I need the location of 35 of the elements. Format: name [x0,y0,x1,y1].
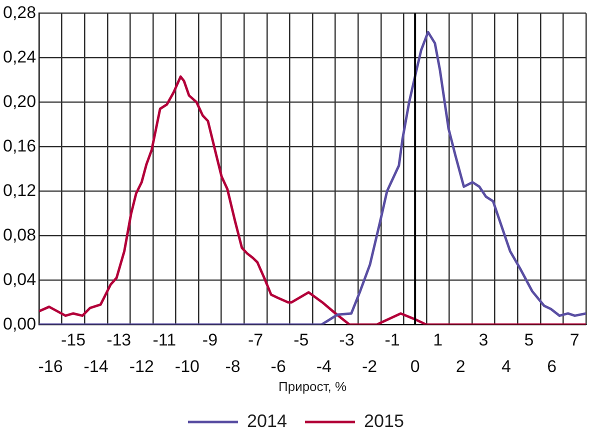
y-tick-label: 0,24 [2,47,36,66]
y-tick-label: 0,04 [2,270,36,289]
x2-tick-label: -10 [174,356,200,376]
x2-tick-label: -16 [38,356,63,376]
x-tick-label: -3 [339,330,354,350]
legend-label: 2014 [246,410,288,431]
x-tick-label: -5 [294,330,309,350]
x2-tick-label: 6 [547,356,557,376]
y-tick-label: 0,16 [2,136,36,156]
y-tick-label: 0,12 [2,180,36,200]
x-tick-label: -1 [384,330,400,350]
x-tick-label: -13 [106,330,132,350]
y-tick-label: 0,28 [2,2,36,22]
x-tick-label: 1 [433,330,443,350]
x2-tick-label: 0 [410,356,420,376]
x-axis-title: Прирост, % [278,378,348,394]
y-tick-label: 0,08 [2,225,36,244]
x-tick-label: 5 [524,330,534,350]
x2-tick-label: 2 [456,356,466,376]
x2-tick-label: -4 [316,356,332,376]
y-tick-label: 0,00 [2,314,36,334]
legend-label: 2015 [364,410,404,431]
x-tick-label: 3 [478,330,488,350]
x2-tick-label: 4 [502,356,511,376]
x-tick-label: -11 [152,330,176,350]
y-tick-label: 0,20 [2,92,36,111]
x2-tick-label: -8 [225,356,240,376]
x-tick-label: -15 [60,330,86,350]
x2-tick-label: -6 [270,356,286,376]
x-tick-label: -7 [248,330,264,350]
x2-tick-label: -12 [129,356,154,376]
x-tick-label: -9 [202,330,218,350]
x2-tick-label: -14 [84,356,108,376]
x-tick-label: 7 [570,330,580,350]
x2-tick-label: -2 [362,356,378,376]
